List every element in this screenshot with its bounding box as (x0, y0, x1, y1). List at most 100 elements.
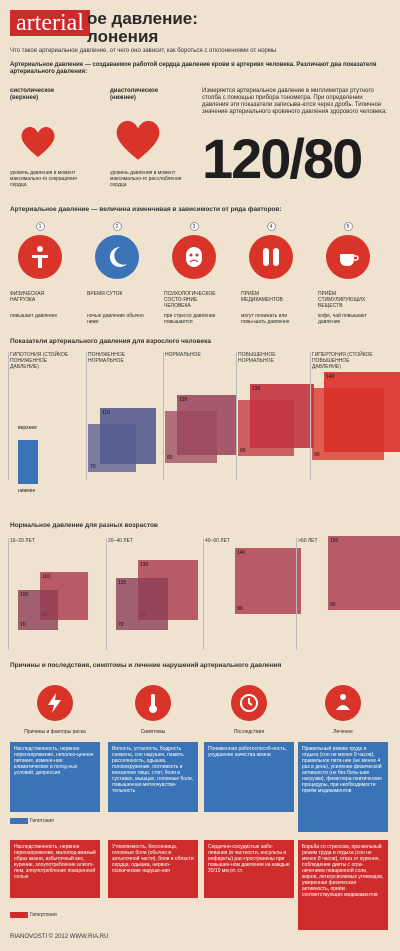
factors-title: Артериальное давление — величина изменчи… (10, 206, 282, 213)
hypo-legend-label: Гипотония (30, 818, 54, 824)
measure-text: Измеряется артериальное давление в милли… (202, 88, 388, 115)
factor-item: 1 ФИЗИЧЕСКАЯ НАГРУЗКА повышает давление (10, 222, 70, 319)
adult-col-label: ГИПОТОНИЯ (СТОЙКОЕ ПОНИЖЕННОЕ ДАВЛЕНИЕ) (10, 352, 69, 370)
adult-col-divider (86, 352, 87, 480)
adult-col-divider (8, 352, 9, 480)
age-col-divider (296, 538, 297, 650)
factor-item: 2 ВРЕМЯ СУТОК ночью давление обычно ниже (87, 222, 147, 325)
age-top-value: 140 (237, 550, 246, 556)
adult-top-value: 140 (326, 374, 335, 380)
moon-icon (95, 235, 139, 279)
age-col-label: 16–20 ЛЕТ (10, 538, 35, 544)
intro-text: Артериальное давление — создаваемое рабо… (10, 62, 377, 75)
factor-effect: при стрессе давление повышается (164, 313, 216, 325)
age-top2-value: 100 (20, 592, 29, 598)
hypotension-square (18, 440, 38, 484)
adult-title: Показатели артериального давления для вз… (10, 338, 211, 345)
adult-col-divider (163, 352, 164, 480)
factor-effect: ночью давление обычно ниже (87, 313, 144, 325)
systolic-title: систолическое (верхнее) (10, 88, 55, 101)
age-bottom2-value: 70 (118, 622, 124, 628)
factor-item: 4 ПРИЁМ МЕДИКАМЕНТОВ могут понижать или по… (241, 222, 301, 325)
adult-bottom-value: 80 (167, 455, 173, 461)
header: arterial ое давление: лонения (0, 0, 400, 46)
hypotension-box: Вялость, усталость, бодрость снижена, со… (108, 742, 198, 812)
age-top-value: 150 (330, 538, 339, 544)
meditation-icon (325, 685, 361, 721)
age-col-label: >60 ЛЕТ (298, 538, 318, 544)
hypotension-box: Пониженная работоспособ-ность, ухудшение… (204, 742, 294, 812)
age-square-small (116, 578, 168, 630)
page-subtitle: Что такое артериальное давление, от чего… (10, 48, 277, 54)
adult-top-value: 139 (252, 386, 261, 392)
cause-header: Симптомы (108, 685, 198, 735)
hyper-legend-swatch (10, 912, 28, 918)
hypo-legend-swatch (10, 818, 28, 824)
hypertension-box: Наследственность, нервное перенапряжение… (10, 840, 100, 898)
age-square (328, 536, 400, 610)
pills-icon (249, 235, 293, 279)
clock-icon (231, 685, 267, 721)
factor-effect: повышает давление (10, 313, 58, 319)
cup-icon (326, 235, 370, 279)
adult-square-lower (88, 424, 136, 472)
adult-bottom-value: 90 (314, 452, 320, 458)
age-top-value: 130 (140, 562, 149, 568)
factor-number: 3 (189, 222, 199, 231)
factor-label: ПРИЁМ МЕДИКАМЕНТОВ (241, 291, 283, 303)
age-col-divider (203, 538, 204, 650)
factor-effect: кофе, чай повышают давление (318, 313, 367, 325)
thermometer-icon (135, 685, 171, 721)
factor-item: 5 ПРИЁМ СТИМУЛИРУЮЩИХ ВЕЩЕСТВ кофе, чай по… (318, 222, 378, 325)
heart-large-icon (112, 115, 164, 167)
age-top2-value: 120 (118, 580, 127, 586)
footer: RIANOVOSTI © 2012 WWW.RIA.RU (10, 934, 109, 940)
adult-col-divider (236, 352, 237, 480)
diastolic-title: диастолическое (нижнее) (110, 88, 159, 101)
age-bottom-value: 90 (237, 606, 243, 612)
age-col-label: 40–60 ЛЕТ (205, 538, 230, 544)
cause-header: Причины и факторы риска (10, 685, 100, 735)
cause-header-label: Последствия (233, 729, 265, 735)
factor-number: 4 (266, 222, 276, 231)
factor-label: ВРЕМЯ СУТОК (87, 291, 123, 297)
mask-icon (172, 235, 216, 279)
lightning-icon (37, 685, 73, 721)
age-bottom-value: 90 (330, 602, 336, 608)
diastolic-desc: уровень давления в момент максимально-го… (110, 170, 182, 188)
adult-bottom-value: 70 (90, 464, 96, 470)
adult-bottom-value: 89 (240, 448, 246, 454)
cause-header-label: Причины и факторы риска (24, 729, 86, 735)
hyper-legend-label: Гипертония (30, 912, 57, 918)
factor-number: 5 (343, 222, 353, 231)
factor-item: 3 ПСИХОЛОГИЧЕСКОЕ СОСТО-ЯНИЕ ЧЕЛОВЕКА при … (164, 222, 224, 325)
age-bottom2-value: 70 (20, 622, 26, 628)
factor-label: ПРИЁМ СТИМУЛИРУЮЩИХ ВЕЩЕСТВ (318, 291, 366, 309)
exercise-icon (18, 235, 62, 279)
page-title: ое давление: лонения (87, 9, 198, 46)
adult-top-value: 120 (179, 397, 188, 403)
age-col-divider (106, 538, 107, 650)
hypertension-box: Борьба со стрессом, пра-вильный режим тр… (298, 840, 388, 930)
hypotension-box: Правильный режим труда и отдыха (сон не … (298, 742, 388, 832)
adult-top-value: 110 (102, 410, 110, 416)
adult-col-label: ГИПЕРТОНИЯ (СТОЙКОЕ ПОВЫШЕННОЕ ДАВЛЕНИЕ) (312, 352, 373, 370)
adult-col-label: ПОНИЖЕННОЕ НОРМАЛЬНОЕ (88, 352, 126, 364)
age-top-value: 110 (42, 574, 50, 580)
hypotension-box: Наследственность, нервное перенапряжение… (10, 742, 100, 812)
heart-small-icon (18, 123, 58, 163)
factor-number: 2 (112, 222, 122, 231)
cause-header-label: Лечение (333, 729, 353, 735)
cause-header-label: Симптомы (140, 729, 166, 735)
adult-col-label: НОРМАЛЬНОЕ (165, 352, 201, 358)
age-col-divider (8, 538, 9, 650)
adult-small-label: нижнее (18, 488, 36, 494)
adult-square-lower (165, 411, 217, 463)
age-square-small (18, 590, 58, 630)
factor-effect: могут понижать или повы-шать давление (241, 313, 290, 325)
adult-square-lower (238, 400, 294, 456)
cause-header: Лечение (298, 685, 388, 735)
ages-title: Нормальное давление для разных возрастов (10, 522, 158, 529)
logo: arterial (10, 10, 90, 36)
systolic-desc: уровень давления в момент максимально-го… (10, 170, 77, 188)
